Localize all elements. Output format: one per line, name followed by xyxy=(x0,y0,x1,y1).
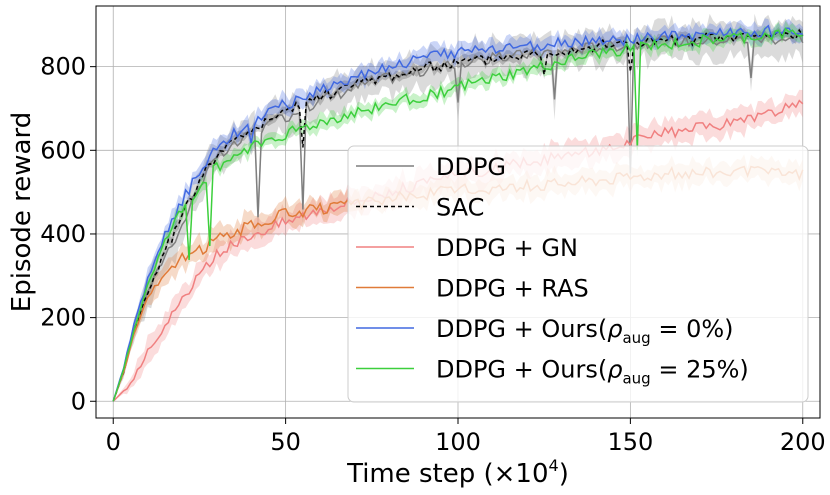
confidence-bands xyxy=(113,13,803,402)
x-axis-label: Time step (×104) xyxy=(346,456,569,489)
x-tick-label: 50 xyxy=(270,428,301,456)
legend-label: DDPG + Ours(ρaug = 25%) xyxy=(436,356,749,388)
legend-label: DDPG + Ours(ρaug = 0%) xyxy=(436,315,734,347)
legend-box xyxy=(347,145,809,403)
y-tick-label: 800 xyxy=(40,53,86,81)
x-tick-label: 200 xyxy=(780,428,826,456)
legend-label: DDPG + RAS xyxy=(436,275,589,303)
series-line-1 xyxy=(112,28,804,402)
x-tick-label: 150 xyxy=(607,428,653,456)
band-0 xyxy=(113,13,803,402)
legend-label: SAC xyxy=(436,194,484,222)
legend-label: DDPG xyxy=(436,153,506,181)
y-tick-label: 0 xyxy=(71,387,86,415)
axis-ticks: 0 50 100 150 200 0 200 400 600 800 xyxy=(40,53,825,456)
legend-label: DDPG + GN xyxy=(436,234,578,262)
band-4 xyxy=(113,18,803,402)
y-axis-label: Episode reward xyxy=(7,112,37,312)
legend: DDPG SAC DDPG + GN DDPG + RAS DDPG + Ours(ρa… xyxy=(347,145,809,403)
band-3 xyxy=(113,154,803,402)
y-tick-label: 200 xyxy=(40,304,86,332)
x-tick-label: 0 xyxy=(106,428,121,456)
x-tick-label: 100 xyxy=(435,428,481,456)
y-tick-label: 600 xyxy=(40,136,86,164)
band-2 xyxy=(113,89,803,402)
series-line-4 xyxy=(112,24,803,402)
series-line-0 xyxy=(112,33,804,402)
y-tick-label: 400 xyxy=(40,220,86,248)
series-line-5 xyxy=(112,27,803,402)
